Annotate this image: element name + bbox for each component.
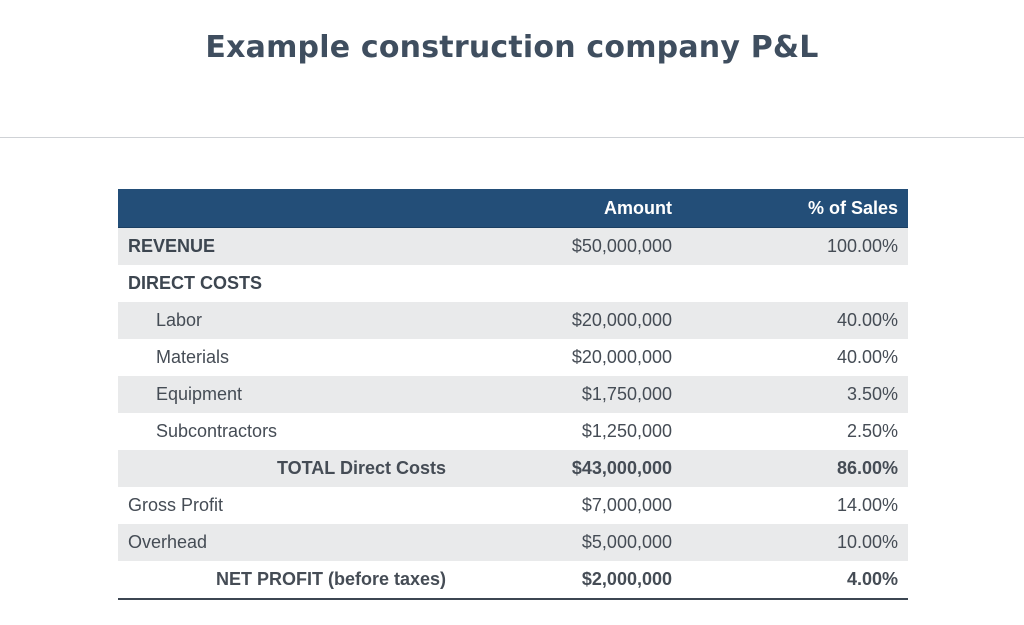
row-amount: $2,000,000 — [581, 569, 672, 589]
row-pct: 100.00% — [826, 236, 898, 256]
row-pct: 3.50% — [846, 384, 898, 404]
row-amount: $1,750,000 — [581, 384, 672, 404]
row-pct: 86.00% — [836, 458, 898, 478]
table-row-subcontractors: Subcontractors $1,250,000 2.50% — [118, 413, 908, 450]
header-amount: Amount — [604, 197, 672, 218]
pl-table: Amount % of Sales REVENUE $50,000,000 10… — [118, 189, 908, 600]
table-row-revenue: REVENUE $50,000,000 100.00% — [118, 228, 908, 265]
row-label: Equipment — [156, 384, 243, 404]
table-row-net-profit: NET PROFIT (before taxes) $2,000,000 4.0… — [118, 561, 908, 598]
title-divider — [0, 137, 1024, 138]
table-header: Amount % of Sales — [118, 189, 908, 228]
row-label: REVENUE — [128, 236, 216, 256]
row-label: Labor — [156, 310, 203, 330]
table-row-total-direct-costs: TOTAL Direct Costs $43,000,000 86.00% — [118, 450, 908, 487]
row-pct: 4.00% — [846, 569, 898, 589]
row-pct: 2.50% — [846, 421, 898, 441]
row-amount: $1,250,000 — [581, 421, 672, 441]
row-amount: $43,000,000 — [571, 458, 672, 478]
table-row-gross-profit: Gross Profit $7,000,000 14.00% — [118, 487, 908, 524]
row-label: Materials — [156, 347, 230, 367]
row-label: NET PROFIT (before taxes) — [215, 569, 446, 589]
row-amount: $7,000,000 — [581, 495, 672, 515]
table-row-labor: Labor $20,000,000 40.00% — [118, 302, 908, 339]
row-pct: 40.00% — [836, 347, 898, 367]
row-amount: $20,000,000 — [571, 310, 672, 330]
row-label: Subcontractors — [156, 421, 278, 441]
row-pct: 14.00% — [836, 495, 898, 515]
table-row-materials: Materials $20,000,000 40.00% — [118, 339, 908, 376]
page-title: Example construction company P&L — [205, 30, 819, 65]
row-pct: 10.00% — [836, 532, 898, 552]
table-row-direct-costs: DIRECT COSTS — [118, 265, 908, 302]
row-amount: $5,000,000 — [581, 532, 672, 552]
row-pct: 40.00% — [836, 310, 898, 330]
row-amount: $20,000,000 — [571, 347, 672, 367]
row-label: TOTAL Direct Costs — [276, 458, 446, 478]
row-label: Overhead — [128, 532, 208, 552]
row-label: Gross Profit — [128, 495, 224, 515]
table-row-equipment: Equipment $1,750,000 3.50% — [118, 376, 908, 413]
row-amount: $50,000,000 — [571, 236, 672, 256]
row-label: DIRECT COSTS — [128, 273, 263, 293]
table-row-overhead: Overhead $5,000,000 10.00% — [118, 524, 908, 561]
header-pct: % of Sales — [807, 197, 898, 218]
table-bottom-rule — [118, 598, 908, 600]
